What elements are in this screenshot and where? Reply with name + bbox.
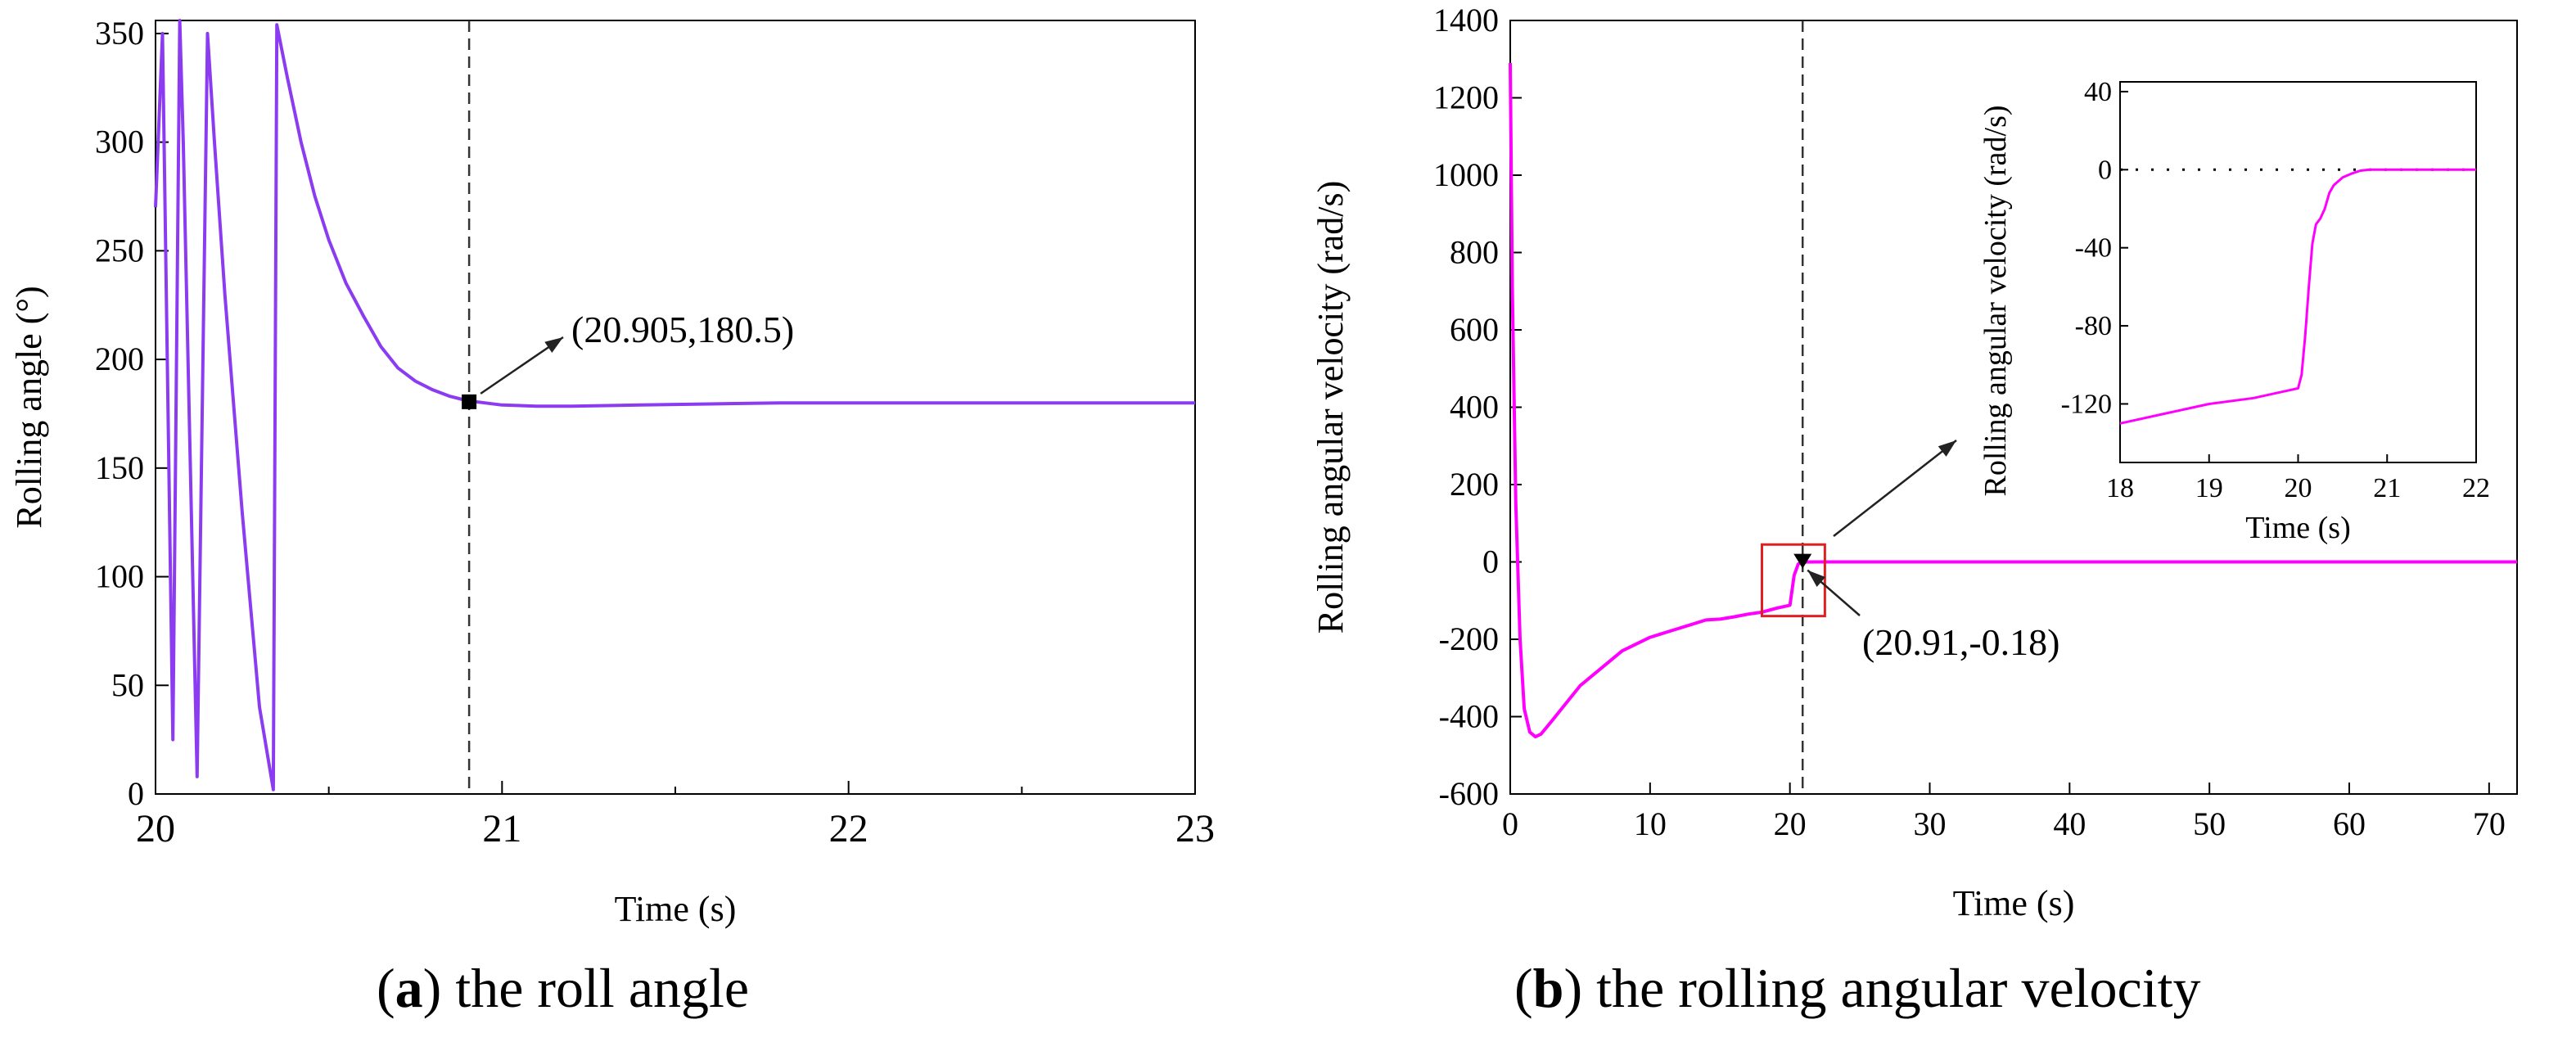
chart-b-ytick-label: -200 — [1439, 620, 1499, 657]
inset-xtick-label: 21 — [2373, 473, 2401, 503]
chart-b-xtick-label: 30 — [1914, 805, 1947, 842]
caption-b-letter: b — [1532, 957, 1564, 1019]
chart-a-axes-frame — [155, 20, 1196, 795]
chart-b-zoom-box — [1761, 543, 1826, 618]
chart-b-xtick-label: 10 — [1634, 805, 1667, 842]
inset-series-line — [2119, 168, 2476, 425]
caption-a: (a) the roll angle — [377, 957, 750, 1019]
chart-a-ytick-label: 200 — [95, 341, 144, 377]
inset-ylabel: Rolling angular velocity (rad/s) — [1978, 105, 2013, 496]
chart-b-xtick-label: 50 — [2193, 805, 2226, 842]
inset-ytick-label: 40 — [2084, 77, 2112, 107]
chart-a-annotation-label: (20.905,180.5) — [571, 309, 794, 350]
chart-b-ytick-label: 0 — [1482, 544, 1499, 580]
chart-b-xtick-label: 0 — [1502, 805, 1518, 842]
chart-b-ylabel: Rolling angular velocity (rad/s) — [1311, 181, 1351, 634]
chart-b-ytick-label: 1200 — [1433, 79, 1499, 116]
chart-b-ytick-label: 1000 — [1433, 156, 1499, 193]
chart-a-ytick-label: 100 — [95, 558, 144, 595]
chart-b-ytick-label: -600 — [1439, 775, 1499, 812]
chart-b-ytick-label: 400 — [1450, 389, 1499, 426]
chart-a-xtick-label: 20 — [136, 807, 175, 850]
chart-a-xtick-label: 21 — [482, 807, 521, 850]
chart-b-ytick-label: 600 — [1450, 311, 1499, 348]
chart-a-ytick-label: 250 — [95, 232, 144, 268]
inset-ytick-label: 0 — [2098, 155, 2112, 185]
inset-xtick-label: 19 — [2195, 473, 2223, 503]
inset-xtick-label: 18 — [2106, 473, 2134, 503]
inset-ytick-label: -80 — [2075, 311, 2112, 341]
chart-a-ytick-label: 50 — [111, 666, 144, 703]
chart-a-xtick-label: 22 — [829, 807, 868, 850]
caption-b-text: the rolling angular velocity — [1582, 957, 2201, 1019]
chart-b-xtick-label: 60 — [2333, 805, 2366, 842]
chart-b-inset-arrow-head — [1938, 440, 1956, 457]
chart-a-xtick-label: 23 — [1175, 807, 1215, 850]
chart-b-ytick-label: 800 — [1450, 234, 1499, 271]
chart-b-inset-arrow-shaft — [1833, 440, 1957, 537]
chart-a-annotation-arrow-head — [544, 337, 563, 354]
chart-b-annotation-label: (20.91,-0.18) — [1862, 621, 2059, 663]
caption-a-text: the roll angle — [441, 957, 750, 1019]
chart-b-xtick-label: 20 — [1774, 805, 1807, 842]
inset-ytick-label: -120 — [2061, 389, 2112, 419]
chart-b-ytick-label: 200 — [1450, 466, 1499, 503]
chart-a-ytick-label: 0 — [128, 775, 144, 812]
chart-b-xtick-label: 70 — [2473, 805, 2506, 842]
chart-b-ytick-label: -400 — [1439, 698, 1499, 735]
chart-b-ytick-label: 1400 — [1433, 2, 1499, 38]
chart-b-series-line — [1509, 62, 2517, 739]
chart-a-ytick-label: 150 — [95, 449, 144, 486]
inset-axes-frame — [2119, 81, 2477, 463]
inset-xlabel: Time (s) — [2245, 511, 2350, 545]
chart-a-ytick-label: 350 — [95, 15, 144, 52]
chart-a-marker — [462, 394, 477, 409]
chart-b-annotation-arrow-head — [1807, 570, 1826, 588]
chart-b-xtick-label: 40 — [2053, 805, 2086, 842]
chart-b-marker — [1793, 553, 1812, 569]
chart-a-series-line — [154, 19, 1195, 792]
chart-a-ytick-label: 300 — [95, 124, 144, 160]
inset-ytick-label: -40 — [2075, 233, 2112, 264]
inset-xtick-label: 22 — [2462, 473, 2490, 503]
inset-xtick-label: 20 — [2285, 473, 2312, 503]
caption-a-letter: a — [395, 957, 423, 1019]
chart-a-ylabel: Rolling angle (°) — [9, 286, 49, 528]
chart-b-xlabel: Time (s) — [1953, 883, 2075, 923]
caption-b: (b) the rolling angular velocity — [1514, 957, 2201, 1019]
chart-a-xlabel: Time (s) — [615, 889, 737, 929]
